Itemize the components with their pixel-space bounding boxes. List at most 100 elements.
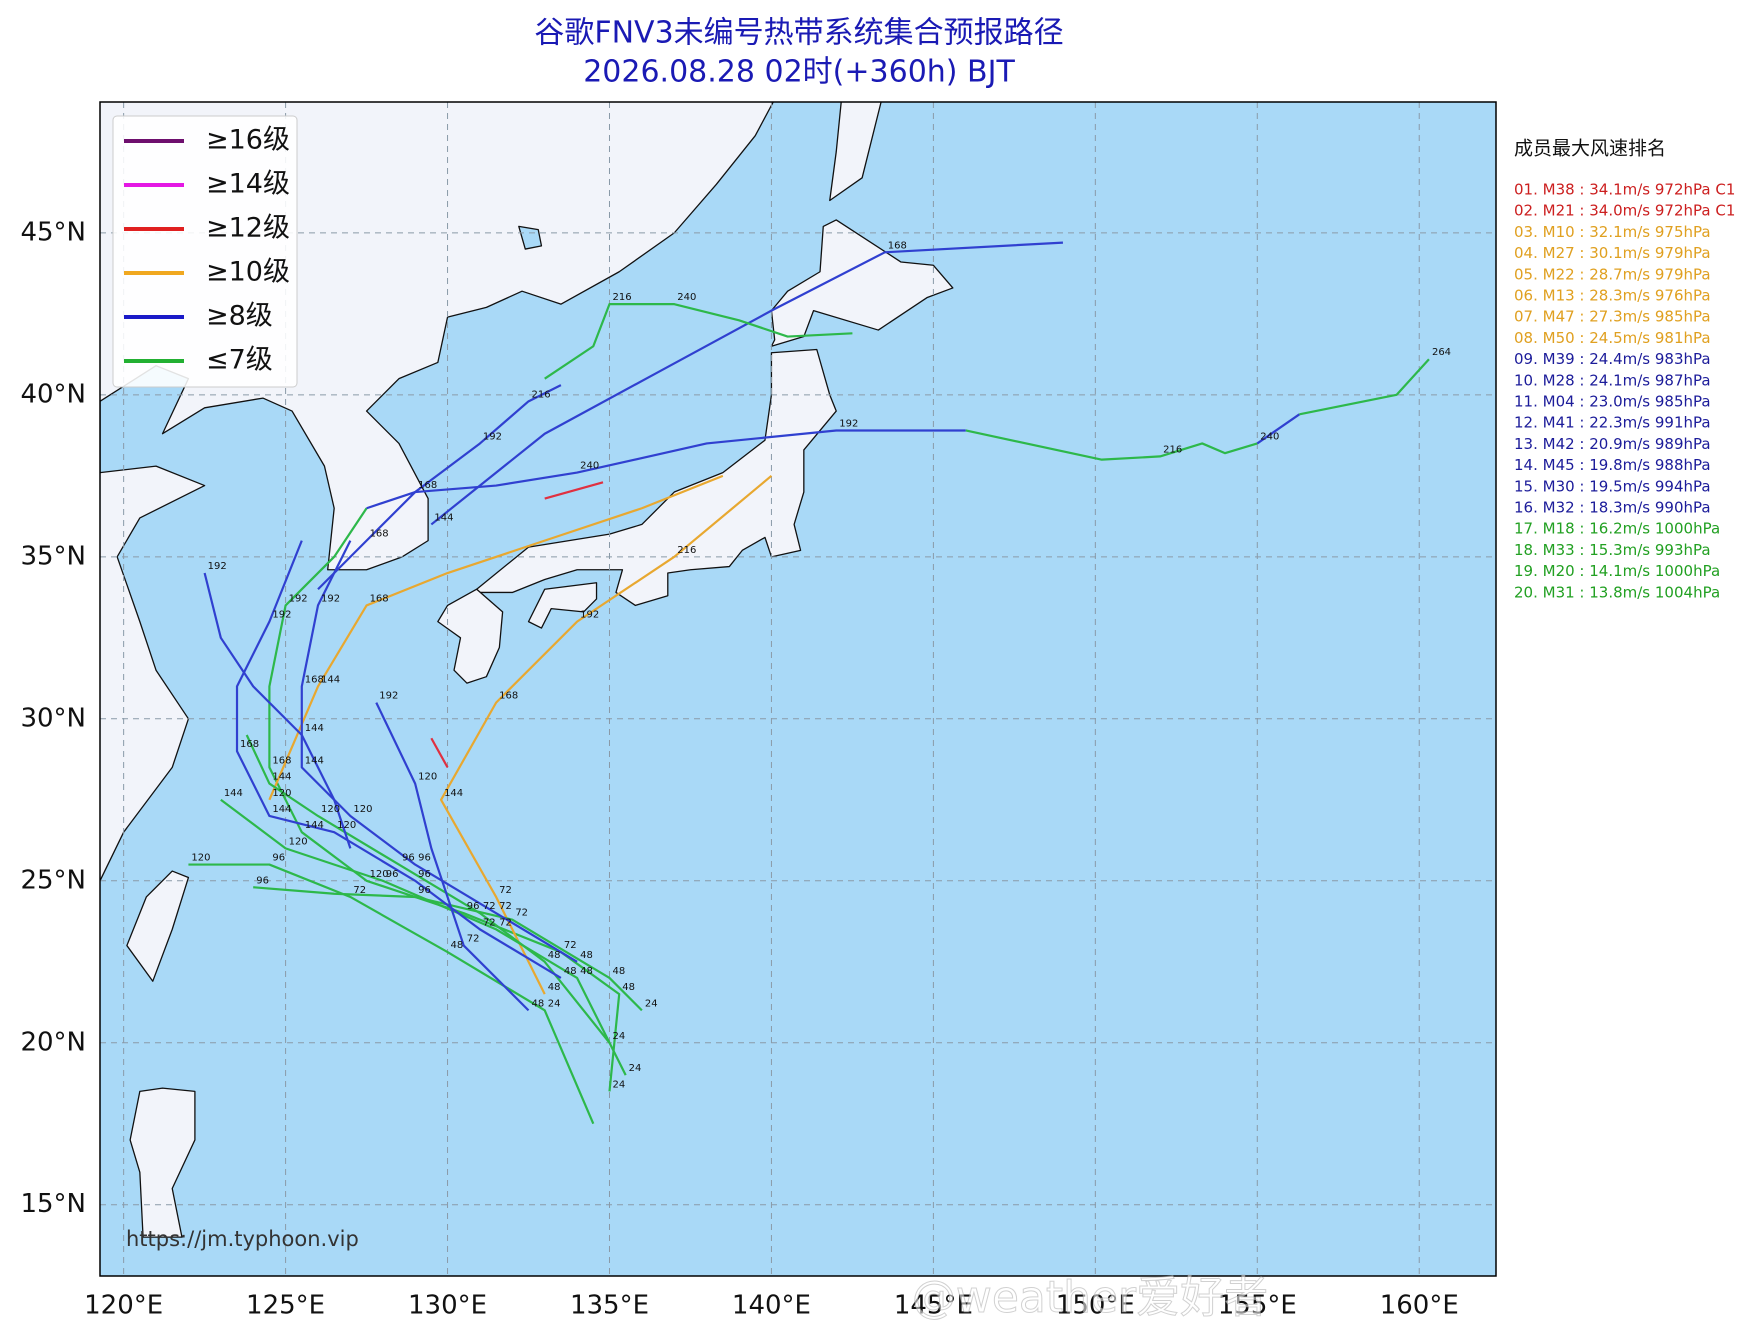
x-tick-label: 150°E bbox=[1056, 1291, 1135, 1321]
ranking: 成员最大风速排名 01. M38 : 34.1m/s 972hPa C1 02. … bbox=[1514, 138, 1735, 602]
x-tick-label: 120°E bbox=[84, 1291, 163, 1321]
hour-label: 72 bbox=[483, 901, 496, 912]
hour-label: 48 bbox=[564, 966, 577, 977]
shikoku bbox=[529, 583, 597, 628]
ranking-entry: 08. M50 : 24.5m/s 981hPa bbox=[1514, 329, 1711, 347]
hour-label: 192 bbox=[208, 561, 227, 572]
ranking-entry: 13. M42 : 20.9m/s 989hPa bbox=[1514, 435, 1711, 453]
hour-label: 144 bbox=[434, 512, 453, 523]
ranking-entry: 19. M20 : 14.1m/s 1000hPa bbox=[1514, 562, 1720, 580]
ranking-entry: 07. M47 : 27.3m/s 985hPa bbox=[1514, 308, 1711, 326]
y-tick-label: 30°N bbox=[20, 703, 86, 733]
ranking-entry: 14. M45 : 19.8m/s 988hPa bbox=[1514, 456, 1711, 474]
track bbox=[544, 481, 604, 500]
hour-label: 192 bbox=[483, 431, 502, 442]
ranking-entry: 12. M41 : 22.3m/s 991hPa bbox=[1514, 414, 1711, 432]
ranking-entry: 16. M32 : 18.3m/s 990hPa bbox=[1514, 499, 1711, 517]
taiwan bbox=[127, 871, 189, 981]
track bbox=[965, 429, 1258, 461]
kyushu bbox=[438, 589, 503, 683]
track bbox=[1299, 358, 1430, 416]
hour-label: 192 bbox=[289, 593, 308, 604]
hour-label: 144 bbox=[305, 755, 324, 766]
hour-label: 168 bbox=[240, 739, 259, 750]
hour-label: 216 bbox=[677, 545, 696, 556]
hour-label: 96 bbox=[386, 869, 399, 880]
hour-label: 24 bbox=[612, 1079, 625, 1090]
subtitle: 2026.08.28 02时(+360h) BJT bbox=[583, 55, 1015, 90]
hour-label: 144 bbox=[224, 788, 243, 799]
ranking-entry: 04. M27 : 30.1m/s 979hPa bbox=[1514, 244, 1711, 262]
track bbox=[220, 798, 627, 1076]
hour-label: 168 bbox=[370, 529, 389, 540]
hour-label: 240 bbox=[1260, 431, 1279, 442]
hour-label: 48 bbox=[580, 950, 593, 961]
track bbox=[375, 702, 530, 1012]
hour-label: 96 bbox=[418, 853, 431, 864]
hour-label: 192 bbox=[580, 610, 599, 621]
hour-label: 144 bbox=[305, 820, 324, 831]
hour-label: 120 bbox=[418, 772, 437, 783]
hour-label: 216 bbox=[532, 389, 551, 400]
hour-label: 216 bbox=[1163, 444, 1182, 455]
lake bbox=[519, 226, 542, 249]
hour-label: 120 bbox=[337, 820, 356, 831]
hour-label: 144 bbox=[272, 772, 291, 783]
hour-label: 72 bbox=[564, 940, 577, 951]
x-tick-label: 145°E bbox=[894, 1291, 973, 1321]
ranking-entry: 05. M22 : 28.7m/s 979hPa bbox=[1514, 265, 1711, 283]
ranking-entry: 15. M30 : 19.5m/s 994hPa bbox=[1514, 477, 1711, 495]
track bbox=[235, 540, 562, 979]
hour-label: 48 bbox=[612, 966, 625, 977]
ranking-entry: 02. M21 : 34.0m/s 972hPa C1 bbox=[1514, 202, 1735, 220]
legend: ≥16级 ≥14级 ≥12级 ≥10级 ≥8级 ≤7级 bbox=[112, 115, 298, 388]
hour-label: 72 bbox=[467, 934, 480, 945]
legend-label: ≥12级 bbox=[206, 213, 290, 244]
hour-label: 192 bbox=[272, 610, 291, 621]
hour-label: 120 bbox=[191, 853, 210, 864]
hour-label: 72 bbox=[353, 885, 366, 896]
hour-label: 48 bbox=[548, 982, 561, 993]
hour-label: 96 bbox=[272, 853, 285, 864]
luzon bbox=[130, 1088, 195, 1237]
legend-items: ≥16级 ≥14级 ≥12级 ≥10级 ≥8级 ≤7级 bbox=[124, 125, 290, 376]
hour-label: 144 bbox=[444, 788, 463, 799]
track bbox=[300, 540, 578, 963]
track bbox=[430, 737, 449, 768]
hour-label: 96 bbox=[402, 853, 415, 864]
x-tick-label: 160°E bbox=[1380, 1291, 1459, 1321]
honshu bbox=[477, 349, 837, 605]
hour-label: 168 bbox=[305, 674, 324, 685]
y-tick-label: 45°N bbox=[20, 217, 86, 247]
hour-label: 72 bbox=[515, 908, 528, 919]
title: 谷歌FNV3未编号热带系统集合预报路径 bbox=[534, 16, 1063, 51]
source-text: https://jm.typhoon.vip bbox=[126, 1227, 359, 1251]
hour-label: 144 bbox=[272, 804, 291, 815]
track bbox=[188, 863, 595, 1125]
hour-label: 72 bbox=[483, 917, 496, 928]
x-tick-label: 135°E bbox=[570, 1291, 649, 1321]
tracks: 2448729612014416819216824019221624026414… bbox=[188, 240, 1451, 1125]
y-tick-label: 20°N bbox=[20, 1027, 86, 1057]
hour-label: 72 bbox=[499, 917, 512, 928]
hour-label: 72 bbox=[499, 901, 512, 912]
ranking-entry: 17. M18 : 16.2m/s 1000hPa bbox=[1514, 520, 1720, 538]
hour-label: 168 bbox=[888, 240, 907, 251]
hour-label: 120 bbox=[370, 869, 389, 880]
axis-labels: 120°E 125°E 130°E 135°E 140°E 145°E 150°E 155°E… bbox=[20, 217, 1458, 1320]
hour-label: 96 bbox=[256, 875, 269, 886]
hour-label: 168 bbox=[272, 755, 291, 766]
x-tick-label: 125°E bbox=[246, 1291, 325, 1321]
ranking-entry: 10. M28 : 24.1m/s 987hPa bbox=[1514, 371, 1711, 389]
track bbox=[268, 474, 724, 801]
hour-label: 120 bbox=[353, 804, 372, 815]
hour-label: 48 bbox=[580, 966, 593, 977]
hour-label: 192 bbox=[321, 593, 340, 604]
x-tick-label: 140°E bbox=[732, 1291, 811, 1321]
ranking-entry: 01. M38 : 34.1m/s 972hPa C1 bbox=[1514, 181, 1735, 199]
track bbox=[1256, 413, 1301, 445]
y-tick-label: 40°N bbox=[20, 379, 86, 409]
hour-label: 264 bbox=[1432, 347, 1451, 358]
